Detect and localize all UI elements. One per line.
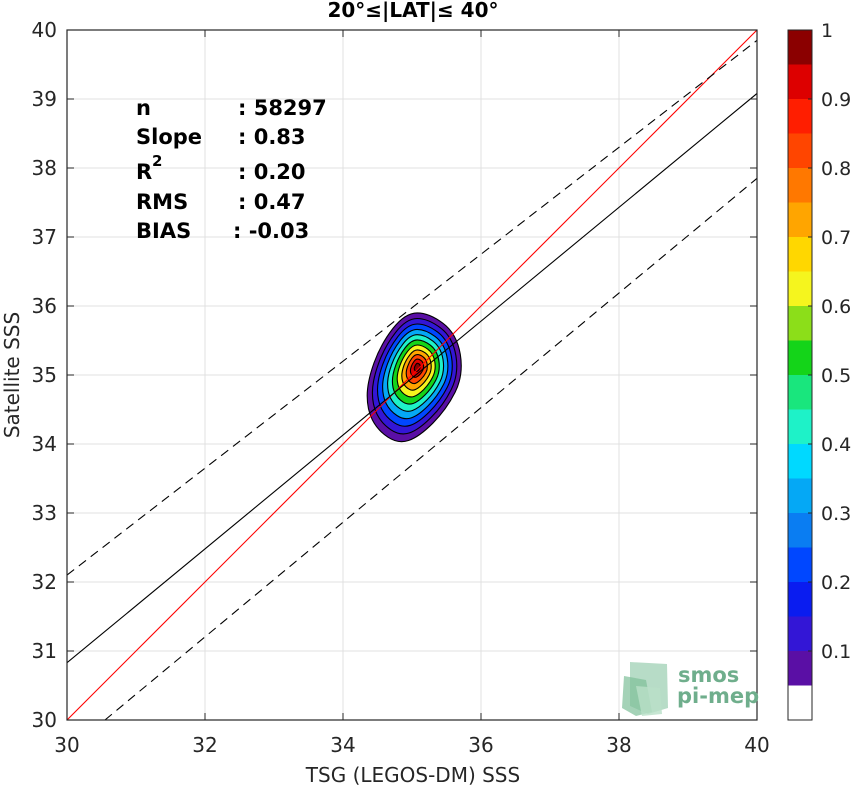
- stat-value: : 58297: [238, 96, 327, 120]
- plot-area: 30 32 34 36 38 40 30 31 32 33 34 35 36 37 38 39 40: [32, 18, 770, 757]
- colorbar-tick-label: 0.7: [821, 227, 851, 249]
- y-tick-label: 34: [32, 432, 57, 456]
- y-tick-label: 36: [32, 294, 57, 318]
- colorbar-tick-label: 0.1: [821, 641, 851, 663]
- stat-label: BIAS: [136, 219, 191, 243]
- y-tick-label: 31: [32, 639, 57, 663]
- stat-label: n: [136, 96, 151, 120]
- colorbar-tick-label: 0.6: [821, 296, 851, 318]
- colorbar-tick-label: 0.3: [821, 503, 851, 525]
- x-tick-label: 40: [744, 733, 769, 757]
- reference-lines: [67, 30, 757, 720]
- stat-label: R: [136, 160, 152, 184]
- colorbar-band: [788, 271, 812, 306]
- axis-ticks: 30 32 34 36 38 40 30 31 32 33 34 35 36 37 38 39 40: [32, 18, 770, 757]
- one-to-one-line: [67, 30, 757, 720]
- colorbar-band: [788, 582, 812, 617]
- colorbar-band: [788, 616, 812, 651]
- colorbar-band: [788, 168, 812, 203]
- colorbar-band: [788, 237, 812, 272]
- colorbar-tick-label: 0.5: [821, 365, 851, 387]
- chart-title: 20°≤|LAT|≤ 40°: [327, 0, 498, 22]
- y-tick-label: 33: [32, 501, 57, 525]
- y-tick-label: 37: [32, 225, 57, 249]
- stat-label: Slope: [136, 125, 202, 149]
- y-tick-label: 35: [32, 363, 57, 387]
- colorbar-band: [788, 685, 812, 720]
- colorbar-band: [788, 30, 812, 65]
- stat-value: : 0.47: [238, 190, 306, 214]
- stats-box: n : 58297 Slope : 0.83 R 2 : 0.20 RMS : 0.47 BIAS…: [136, 96, 327, 243]
- x-tick-label: 30: [54, 733, 79, 757]
- colorbar-band: [788, 651, 812, 686]
- y-tick-label: 32: [32, 570, 57, 594]
- x-tick-label: 38: [606, 733, 631, 757]
- logo-mark: [622, 662, 668, 716]
- colorbar-band: [788, 64, 812, 99]
- colorbar-tick-label: 0.8: [821, 158, 851, 180]
- stat-value: : 0.83: [238, 125, 306, 149]
- y-tick-label: 38: [32, 156, 57, 180]
- grid: [66, 29, 758, 721]
- colorbar-tick-label: 0.9: [821, 89, 851, 111]
- colorbar-tick-label: 0.2: [821, 572, 851, 594]
- colorbar-band: [788, 306, 812, 341]
- stat-label: RMS: [136, 190, 188, 214]
- x-axis-label: TSG (LEGOS-DM) SSS: [305, 763, 520, 787]
- upper-bound-line: [67, 39, 757, 576]
- colorbar-tick-label: 1: [821, 20, 833, 42]
- colorbar-band: [788, 547, 812, 582]
- y-tick-label: 30: [32, 708, 57, 732]
- stat-value: : 0.20: [238, 160, 306, 184]
- logo-text-pi-mep: pi-mep: [677, 684, 759, 708]
- colorbar-band: [788, 99, 812, 134]
- y-tick-label: 39: [32, 87, 57, 111]
- x-tick-label: 32: [192, 733, 217, 757]
- x-tick-label: 34: [330, 733, 355, 757]
- stat-value: : -0.03: [233, 219, 309, 243]
- colorbar-tick-label: 0.4: [821, 434, 851, 456]
- colorbar-band: [788, 478, 812, 513]
- colorbar-band: [788, 375, 812, 410]
- smos-pi-mep-logo: smos pi-mep: [622, 662, 759, 716]
- lower-bound-line: [104, 177, 757, 720]
- colorbar-band: [788, 202, 812, 237]
- colorbar-band: [788, 340, 812, 375]
- logo-text-smos: smos: [678, 663, 739, 687]
- y-axis-label: Satellite SSS: [0, 312, 24, 438]
- y-tick-label: 40: [32, 18, 57, 42]
- stat-label-superscript: 2: [152, 152, 162, 170]
- colorbar-band: [788, 409, 812, 444]
- colorbar-band: [788, 133, 812, 168]
- contour-level-0.95: [413, 362, 421, 373]
- x-tick-label: 36: [468, 733, 493, 757]
- colorbar: 0.1 0.2 0.3 0.4 0.5 0.6 0.7 0.8 0.9 1: [787, 20, 851, 721]
- regression-line: [67, 93, 757, 664]
- colorbar-band: [788, 444, 812, 479]
- colorbar-band: [788, 513, 812, 548]
